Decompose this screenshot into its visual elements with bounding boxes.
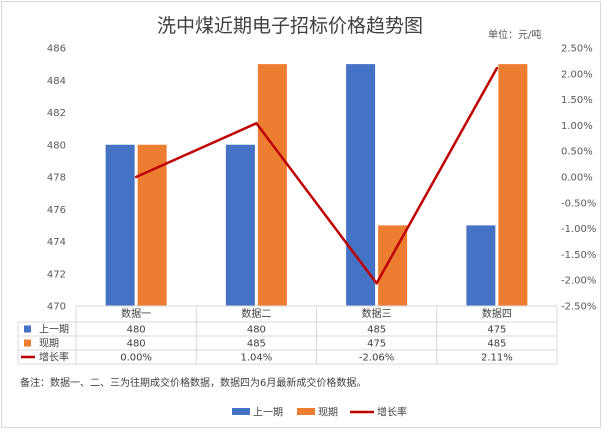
- bar-previous: [346, 64, 376, 306]
- table-key-swatch: [24, 325, 31, 333]
- legend-swatch: [232, 408, 250, 415]
- table-cell: 1.04%: [240, 353, 272, 364]
- y-tick-label: 472: [47, 269, 66, 280]
- legend-label: 现期: [318, 407, 338, 419]
- y2-tick-label: -2.00%: [561, 276, 596, 287]
- chart-note: 备注：数据一、二、三为往期成交价格数据，数据四为6月最新成交价格数据。: [20, 376, 366, 389]
- table-cell: 2.11%: [481, 353, 513, 364]
- bar-previous: [466, 225, 496, 306]
- category-label: 数据一: [121, 307, 151, 320]
- table-cell: 485: [367, 325, 386, 336]
- table-cell: 485: [247, 339, 266, 350]
- y2-tick-label: 0.50%: [561, 147, 593, 158]
- table-cell: 475: [487, 325, 506, 336]
- category-label: 数据四: [482, 307, 512, 320]
- table-cell: 485: [487, 339, 506, 350]
- legend-label: 上一期: [253, 407, 283, 419]
- y-tick-label: 486: [47, 44, 66, 55]
- y-tick-label: 474: [47, 237, 66, 248]
- y-tick-label: 480: [47, 140, 66, 151]
- y-tick-label: 470: [47, 302, 66, 313]
- y-tick-label: 478: [47, 173, 66, 184]
- chart-title: 洗中煤近期电子招标价格趋势图: [157, 15, 423, 37]
- y2-tick-label: 1.00%: [561, 121, 593, 132]
- table-cell: 480: [127, 339, 146, 350]
- y2-tick-label: -1.50%: [561, 250, 596, 261]
- y2-tick-label: 2.00%: [561, 69, 593, 80]
- y2-tick-label: -2.50%: [561, 302, 596, 313]
- y2-tick-label: 1.50%: [561, 95, 593, 106]
- y2-tick-label: 2.50%: [561, 44, 593, 55]
- legend-label: 增长率: [377, 406, 407, 419]
- bar-previous: [105, 144, 135, 306]
- table-cell: -2.06%: [359, 353, 394, 364]
- y-tick-label: 476: [47, 205, 66, 216]
- table-row-label: 现期: [39, 338, 59, 350]
- table-row-label: 增长率: [39, 351, 69, 364]
- growth-rate-point: [495, 66, 499, 70]
- bar-current: [137, 144, 167, 306]
- y-tick-label: 484: [47, 76, 66, 87]
- table-cell: 480: [127, 325, 146, 336]
- category-label: 数据二: [241, 307, 271, 320]
- legend-swatch: [297, 408, 315, 415]
- category-label: 数据三: [362, 307, 392, 320]
- growth-rate-point: [375, 282, 378, 285]
- growth-rate-point: [255, 122, 258, 125]
- growth-rate-point: [134, 175, 138, 179]
- table-cell: 480: [247, 325, 266, 336]
- table-row-label: 上一期: [39, 324, 69, 336]
- table-cell: 475: [367, 339, 386, 350]
- bar-current: [498, 64, 528, 306]
- y2-tick-label: -0.50%: [561, 198, 596, 209]
- y2-tick-label: 0.00%: [561, 173, 593, 184]
- bar-current: [257, 64, 287, 306]
- table-key-swatch: [24, 339, 31, 347]
- table-cell: 0.00%: [120, 353, 152, 364]
- y-tick-label: 482: [47, 108, 66, 119]
- unit-label: 单位：元/吨: [488, 28, 541, 41]
- bar-previous: [225, 144, 255, 306]
- y2-tick-label: -1.00%: [561, 224, 596, 235]
- growth-rate-line: [135, 67, 498, 285]
